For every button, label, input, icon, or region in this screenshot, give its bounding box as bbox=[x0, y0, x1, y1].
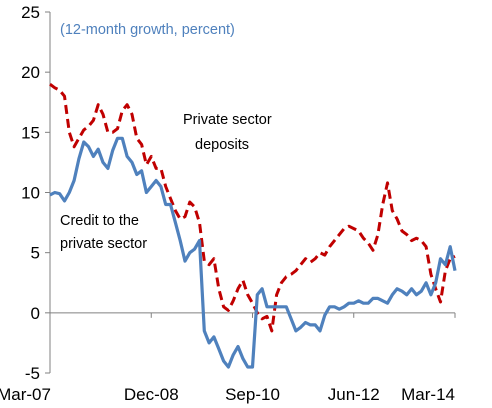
deposits-annotation-line-2: deposits bbox=[195, 137, 249, 153]
y-tick-label: 10 bbox=[21, 184, 40, 203]
y-tick-label: -5 bbox=[25, 364, 40, 383]
deposits-series-line bbox=[49, 82, 456, 333]
credit-annotation-line-2: private sector bbox=[60, 236, 147, 252]
x-tick-label: Dec-08 bbox=[124, 385, 179, 404]
credit-annotation-line-1: Credit to the bbox=[60, 213, 139, 229]
y-tick-label: 25 bbox=[21, 3, 40, 22]
x-tick-label: Jun-12 bbox=[328, 385, 380, 404]
y-tick-label: 5 bbox=[31, 244, 40, 263]
chart-subtitle: (12-month growth, percent) bbox=[60, 22, 235, 38]
deposits-annotation-line-1: Private sector bbox=[183, 112, 272, 128]
x-tick-label: Mar-07 bbox=[0, 385, 51, 404]
y-tick-label: 20 bbox=[21, 63, 40, 82]
credit-series-line bbox=[49, 136, 457, 369]
y-tick-label: 0 bbox=[31, 304, 40, 323]
axes bbox=[45, 11, 456, 374]
y-tick-label: 15 bbox=[21, 123, 40, 142]
tick-labels: 25 20 15 10 5 0 -5 Mar-07 Dec-08 Sep-10 Jun-12 Mar-… bbox=[0, 3, 455, 404]
x-tick-label: Mar-14 bbox=[401, 385, 455, 404]
x-tick-label: Sep-10 bbox=[225, 385, 280, 404]
series-lines bbox=[49, 82, 457, 369]
